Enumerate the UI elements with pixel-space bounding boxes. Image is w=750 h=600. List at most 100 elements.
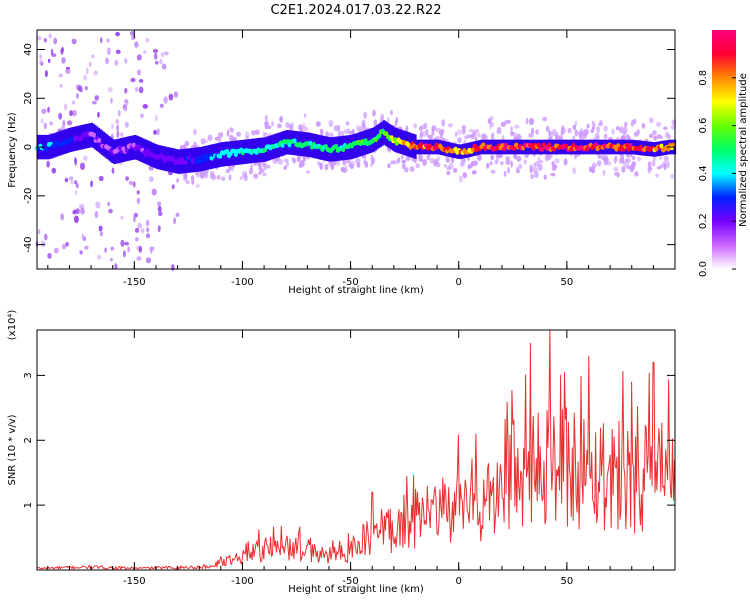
spectrogram-noise-blob (66, 120, 73, 126)
spectrogram-noise-blob (419, 130, 424, 138)
spectrogram-noise-blob (380, 113, 385, 122)
spectrogram-noise-blob (228, 174, 232, 181)
spectrogram-noise-blob (71, 100, 76, 105)
spectrogram-noise-blob (467, 164, 472, 170)
spectrogram-noise-blob (48, 33, 52, 39)
spectrogram-noise-blob (254, 129, 260, 135)
spectrogram-noise-blob (403, 167, 409, 173)
spectrogram-noise-blob (159, 58, 163, 65)
spectrogram-noise-blob (472, 132, 477, 140)
spectrogram-noise-blob (98, 175, 104, 182)
spectrogram-noise-blob (136, 54, 142, 61)
spectrogram-noise-blob (195, 183, 200, 188)
spectrogram-ridge-cell (218, 153, 223, 159)
spectrogram-noise-blob (262, 172, 267, 177)
spectrogram-noise-blob (586, 123, 590, 129)
spectrogram-noise-blob (350, 160, 355, 167)
spectrogram-noise-blob (298, 124, 303, 132)
spectrogram-noise-blob (40, 118, 44, 124)
spectrogram-noise-blob (551, 161, 555, 167)
spectrogram-noise-blob (39, 54, 42, 59)
spectrogram-noise-blob (226, 129, 230, 137)
spectrogram-x-tick-label: -100 (231, 277, 254, 288)
snr-x-tick-label: -150 (123, 576, 146, 587)
spectrogram-noise-blob (124, 99, 128, 104)
spectrogram-noise-blob (70, 180, 74, 185)
spectrogram-ridge-cell (593, 142, 598, 148)
spectrogram-ridge-cell (131, 142, 137, 148)
spectrogram-ridge-cell (334, 144, 339, 149)
spectrogram-noise-blob (155, 60, 159, 65)
spectrogram-noise-blob (271, 121, 274, 127)
spectrogram-noise-blob (155, 114, 158, 122)
spectrogram-noise-blob (499, 161, 504, 166)
spectrogram-noise-blob (114, 263, 118, 270)
spectrogram-noise-blob (580, 128, 583, 133)
spectrogram-noise-blob (60, 213, 64, 221)
spectrogram-noise-blob (106, 38, 110, 43)
spectrogram-noise-blob (90, 54, 95, 59)
spectrogram-noise-blob (446, 170, 451, 176)
spectrogram-noise-blob (337, 129, 341, 137)
spectrogram-noise-blob (544, 154, 549, 162)
spectrogram-noise-blob (134, 227, 140, 233)
spectrogram-noise-blob (458, 175, 463, 183)
colorbar-tick-label: 0.6 (698, 118, 709, 134)
spectrogram-noise-blob (157, 201, 162, 207)
spectrogram-noise-blob (39, 59, 43, 65)
spectrogram-noise-blob (127, 246, 130, 253)
spectrogram-noise-blob (547, 155, 551, 161)
spectrogram-noise-blob (489, 115, 494, 121)
spectrogram-noise-blob (159, 103, 164, 109)
spectrogram-noise-blob (104, 247, 107, 253)
spectrogram-noise-blob (413, 123, 418, 129)
spectrogram-noise-blob (340, 166, 346, 173)
spectrogram-noise-blob (153, 52, 158, 60)
spectrogram-noise-blob (563, 158, 568, 166)
spectrogram-noise-blob (648, 167, 653, 171)
spectrogram-noise-blob (115, 49, 121, 54)
spectrogram-noise-blob (114, 59, 119, 66)
spectrogram-noise-blob (47, 252, 52, 259)
spectrogram-noise-blob (315, 121, 321, 127)
spectrogram-noise-blob (124, 58, 128, 64)
spectrogram-noise-blob (372, 109, 376, 117)
spectrogram-noise-blob (44, 233, 48, 241)
spectrogram-noise-blob (631, 155, 636, 160)
spectrogram-ridge-cell (624, 142, 630, 148)
spectrogram-noise-blob (128, 180, 134, 185)
spectrogram-noise-blob (73, 215, 79, 224)
colorbar-tick-label: 0.2 (698, 213, 709, 229)
spectrogram-noise-blob (84, 245, 89, 250)
spectrogram-noise-blob (516, 155, 522, 162)
spectrogram-y-tick-label: 40 (23, 43, 34, 56)
spectrogram-noise-blob (130, 77, 136, 83)
spectrogram-ridge-cell (124, 148, 130, 154)
spectrogram-noise-blob (464, 135, 469, 140)
spectrogram-y-tick-label: -20 (23, 188, 34, 204)
spectrogram-noise-blob (283, 165, 287, 170)
spectrogram-ridge-base (49, 134, 52, 159)
spectrogram-noise-blob (60, 48, 64, 55)
spectrogram-noise-blob (157, 225, 161, 233)
spectrogram-noise-blob (190, 175, 195, 182)
spectrogram-noise-blob (405, 156, 411, 162)
spectrogram-noise-blob (462, 172, 467, 179)
spectrogram-frame (36, 29, 676, 270)
spectrogram-noise-blob (543, 174, 547, 180)
spectrogram-noise-blob (418, 156, 423, 162)
spectrogram-noise-blob (46, 160, 50, 168)
spectrogram-noise-blob (490, 169, 496, 174)
spectrogram-noise-blob (82, 155, 88, 161)
spectrogram-noise-blob (572, 125, 576, 131)
spectrogram-noise-blob (262, 131, 266, 138)
spectrogram-noise-blob (296, 157, 301, 163)
spectrogram-noise-blob (603, 133, 608, 140)
spectrogram-noise-blob (537, 157, 541, 161)
spectrogram-ridge-base (357, 132, 360, 158)
spectrogram-noise-blob (136, 197, 141, 205)
spectrogram-noise-blob (59, 83, 63, 88)
spectrogram-noise-blob (395, 117, 399, 124)
spectrogram-noise-blob (163, 96, 168, 104)
spectrogram-noise-blob (427, 134, 433, 139)
